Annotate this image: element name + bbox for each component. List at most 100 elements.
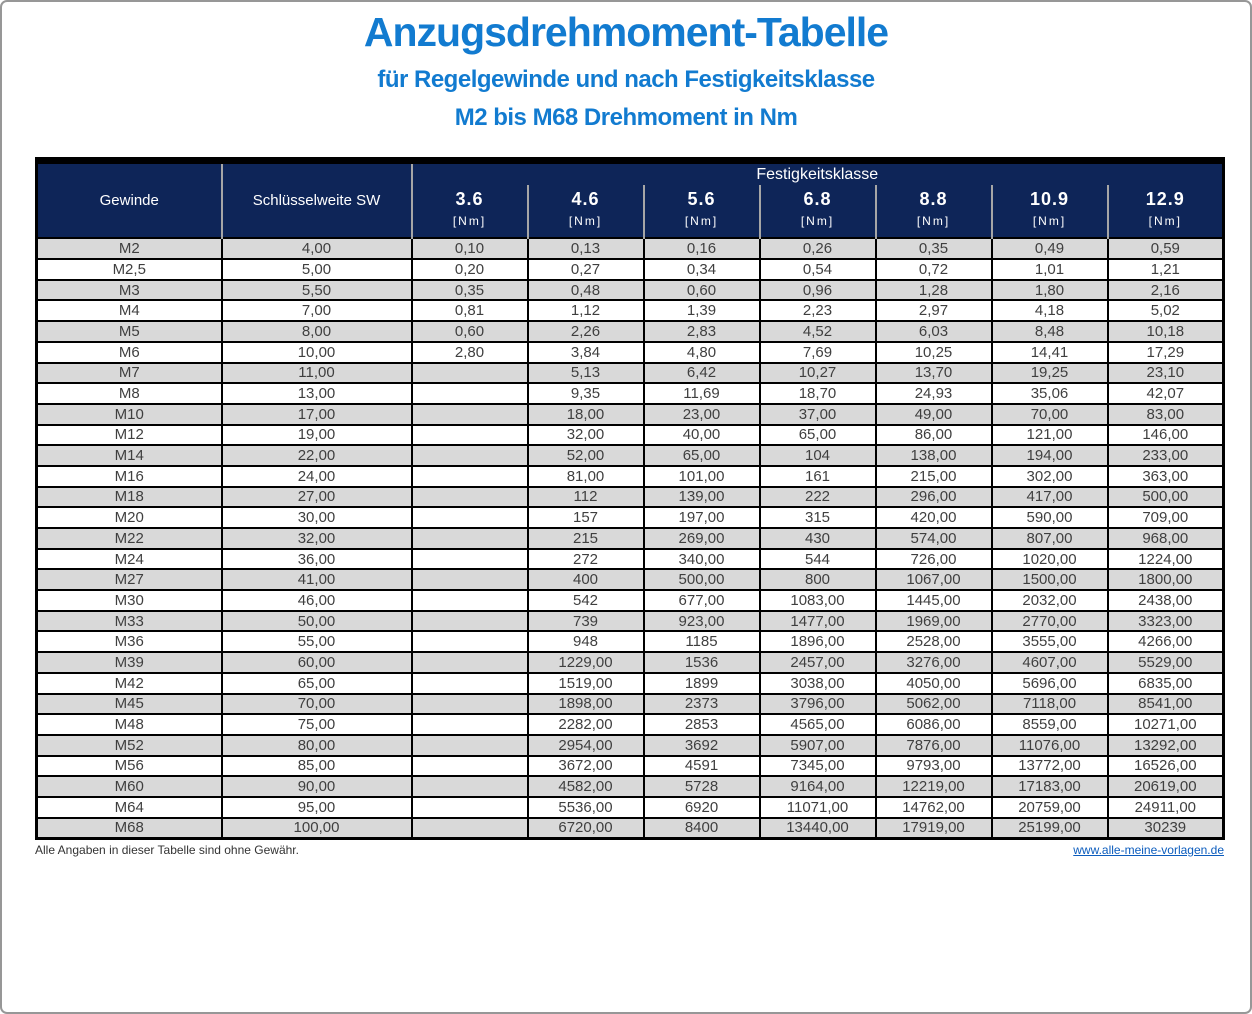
- torque-value-cell: [410, 713, 529, 736]
- torque-value-cell: 1519,00: [526, 671, 645, 695]
- torque-value-cell: 8400: [642, 816, 761, 840]
- gewinde-cell: M22: [35, 527, 223, 550]
- torque-value-cell: [410, 361, 529, 385]
- schluesselweite-cell: 70,00: [220, 692, 413, 716]
- document-footer: Alle Angaben in dieser Tabelle sind ohne…: [35, 843, 1224, 857]
- torque-value-cell: 0,48: [526, 278, 645, 302]
- gewinde-cell: M14: [35, 444, 223, 467]
- gewinde-cell: M48: [35, 713, 223, 736]
- torque-value-cell: 6,42: [642, 361, 761, 385]
- gewinde-cell: M7: [35, 361, 223, 385]
- table-row: M10 17,00 18,00 23,00 37,00 49,00 70,00 83,00: [35, 402, 1226, 426]
- table-row: M64 95,00 5536,00 6920 11071,00 14762,00 20759…: [35, 795, 1226, 819]
- schluesselweite-cell: 85,00: [220, 754, 413, 778]
- table-row: M39 60,00 1229,00 1536 2457,00 3276,00 4607,00…: [35, 651, 1226, 674]
- torque-value-cell: 20619,00: [1106, 775, 1226, 798]
- torque-value-cell: 12219,00: [874, 775, 993, 798]
- gewinde-cell: M42: [35, 671, 223, 695]
- torque-value-cell: 101,00: [642, 464, 761, 488]
- gewinde-cell: M10: [35, 402, 223, 426]
- torque-value-cell: 81,00: [526, 464, 645, 488]
- torque-value-cell: 3038,00: [758, 671, 877, 695]
- torque-value-cell: 923,00: [642, 609, 761, 633]
- torque-value-cell: 14,41: [990, 340, 1109, 364]
- torque-value-cell: 2282,00: [526, 713, 645, 736]
- torque-value-cell: 315: [758, 506, 877, 529]
- table-row: M68 100,00 6720,00 8400 13440,00 17919,00 2519…: [35, 816, 1226, 840]
- torque-value-cell: 0,72: [874, 258, 993, 281]
- torque-value-cell: [410, 733, 529, 757]
- torque-value-cell: 500,00: [1106, 485, 1226, 509]
- schluesselweite-cell: 7,00: [220, 299, 413, 323]
- table-row: M14 22,00 52,00 65,00 104 138,00 194,00 233,00: [35, 444, 1226, 467]
- schluesselweite-cell: 13,00: [220, 382, 413, 405]
- table-row: M24 36,00 272 340,00 544 726,00 1020,00 1224,00: [35, 547, 1226, 571]
- gewinde-cell: M33: [35, 609, 223, 633]
- schluesselweite-cell: 55,00: [220, 630, 413, 654]
- torque-value-cell: 2954,00: [526, 733, 645, 757]
- torque-value-cell: 10271,00: [1106, 713, 1226, 736]
- torque-value-cell: 65,00: [758, 423, 877, 447]
- table-row: M3 5,50 0,35 0,48 0,60 0,96 1,28 1,80 2,16: [35, 278, 1226, 302]
- schluesselweite-cell: 80,00: [220, 733, 413, 757]
- torque-value-cell: 1536: [642, 651, 761, 674]
- torque-value-cell: 2,16: [1106, 278, 1226, 302]
- torque-value-cell: 197,00: [642, 506, 761, 529]
- torque-value-cell: 8559,00: [990, 713, 1109, 736]
- schluesselweite-cell: 5,00: [220, 258, 413, 281]
- gewinde-cell: M52: [35, 733, 223, 757]
- torque-value-cell: 13,70: [874, 361, 993, 385]
- torque-value-cell: [410, 816, 529, 840]
- torque-value-cell: [410, 775, 529, 798]
- torque-value-cell: 18,00: [526, 402, 645, 426]
- torque-value-cell: 4607,00: [990, 651, 1109, 674]
- torque-value-cell: 968,00: [1106, 527, 1226, 550]
- torque-value-cell: 11076,00: [990, 733, 1109, 757]
- schluesselweite-cell: 27,00: [220, 485, 413, 509]
- torque-value-cell: 30239: [1106, 816, 1226, 840]
- torque-value-cell: 17919,00: [874, 816, 993, 840]
- document-header: Anzugsdrehmoment-Tabelle für Regelgewind…: [2, 2, 1250, 132]
- torque-value-cell: 1969,00: [874, 609, 993, 633]
- torque-value-cell: [410, 692, 529, 716]
- torque-value-cell: 8,48: [990, 320, 1109, 343]
- table-row: M60 90,00 4582,00 5728 9164,00 12219,00 17183,…: [35, 775, 1226, 798]
- torque-value-cell: 14762,00: [874, 795, 993, 819]
- torque-value-cell: [410, 547, 529, 571]
- schluesselweite-cell: 8,00: [220, 320, 413, 343]
- torque-value-cell: 4,18: [990, 299, 1109, 323]
- torque-value-cell: 4,52: [758, 320, 877, 343]
- torque-value-cell: 677,00: [642, 589, 761, 612]
- torque-value-cell: 1,01: [990, 258, 1109, 281]
- torque-value-cell: 2,80: [410, 340, 529, 364]
- schluesselweite-cell: 50,00: [220, 609, 413, 633]
- torque-value-cell: [410, 423, 529, 447]
- torque-value-cell: 0,49: [990, 237, 1109, 261]
- torque-value-cell: 800: [758, 568, 877, 592]
- torque-value-cell: 0,59: [1106, 237, 1226, 261]
- gewinde-cell: M2: [35, 237, 223, 261]
- torque-value-cell: 1020,00: [990, 547, 1109, 571]
- table-row: M18 27,00 112 139,00 222 296,00 417,00 500,00: [35, 485, 1226, 509]
- torque-value-cell: 400: [526, 568, 645, 592]
- torque-value-cell: 1229,00: [526, 651, 645, 674]
- table-row: M36 55,00 948 1185 1896,00 2528,00 3555,00 4266…: [35, 630, 1226, 654]
- torque-value-cell: 2373: [642, 692, 761, 716]
- torque-value-cell: 86,00: [874, 423, 993, 447]
- torque-value-cell: 4,80: [642, 340, 761, 364]
- torque-value-cell: 544: [758, 547, 877, 571]
- page-subtitle-2: M2 bis M68 Drehmoment in Nm: [454, 104, 798, 132]
- torque-value-cell: 6835,00: [1106, 671, 1226, 695]
- column-group-header-festigkeitsklasse: Festigkeitsklasse: [411, 160, 1224, 186]
- torque-value-cell: 11,69: [642, 382, 761, 405]
- torque-value-cell: 807,00: [990, 527, 1109, 550]
- torque-value-cell: 2528,00: [874, 630, 993, 654]
- torque-value-cell: 18,70: [758, 382, 877, 405]
- column-header-class-6-8: 6.8: [758, 185, 876, 215]
- website-link[interactable]: www.alle-meine-vorlagen.de: [1073, 842, 1224, 857]
- torque-value-cell: 420,00: [874, 506, 993, 529]
- torque-value-cell: 13772,00: [990, 754, 1109, 778]
- column-header-class-4-6: 4.6: [526, 185, 644, 215]
- torque-value-cell: 4565,00: [758, 713, 877, 736]
- torque-value-cell: 269,00: [642, 527, 761, 550]
